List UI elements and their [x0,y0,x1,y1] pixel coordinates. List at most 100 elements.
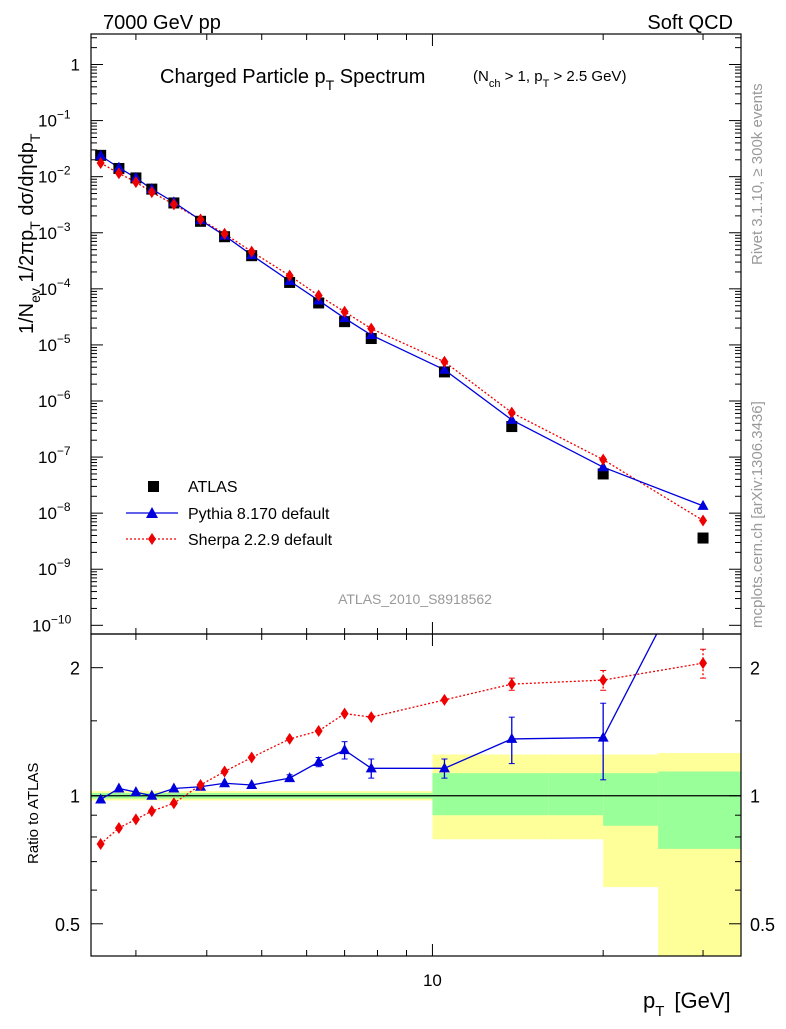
sherpa-point [114,167,123,180]
y-tick-label: 10−3 [38,220,71,243]
band-inner [658,771,741,849]
y-tick-label: 10−7 [38,444,71,467]
pythia-point [697,499,709,510]
pythia-ratio-point [365,762,377,773]
rivet-label: Rivet 3.1.10, ≥ 300k events [749,83,766,265]
sherpa-point [131,176,140,189]
sherpa-ratio-point [247,751,256,764]
legend-sherpa-label: Sherpa 2.2.9 default [188,532,333,549]
y-tick-label: 10−8 [38,500,71,523]
pythia-ratio-point [339,744,351,755]
y-tick-label: 10−2 [38,164,71,187]
sherpa-ratio-point [314,724,323,737]
main-ylabel: 1/Nev 1/2πpT dσ/dηdpT [16,133,43,334]
pythia-ratio-point [313,756,325,767]
sherpa-ratio-point [131,813,140,826]
band-inner [603,773,659,826]
pythia-ratio-point [597,731,609,742]
sherpa-point [96,157,105,170]
pythia-ratio-line [100,634,658,801]
pythia-ratio-point [246,778,258,789]
sherpa-ratio-point [169,797,178,810]
x-tick-label: 10 [423,971,442,990]
ratio-y-tick-label-right: 0.5 [750,915,775,935]
pythia-ratio-point [168,782,180,793]
legend-atlas-marker [148,481,159,492]
ratio-y-tick-label-right: 1 [750,787,760,807]
sherpa-ratio-point [340,707,349,720]
sherpa-point [314,289,323,302]
sherpa-ratio-point [114,821,123,834]
pythia-point [506,413,518,424]
ratio-y-tick-label: 2 [70,659,80,679]
chart-title: Charged Particle pT Spectrum [160,66,425,93]
y-tick-label: 10−10 [32,612,72,635]
ratio-uncertainty-bands [91,753,741,956]
pythia-ratio-point [146,789,158,800]
ratio-y-tick-label: 0.5 [55,915,80,935]
pythia-point [597,461,609,472]
pythia-ratio-point [95,793,107,804]
ratio-y-tick-label-right: 2 [750,659,760,679]
header-energy: 7000 GeV pp [103,12,221,34]
x-axis-label: pT [GeV] [643,988,731,1020]
atlas-point [506,421,518,433]
sherpa-ratio-point [96,838,105,851]
pythia-ratio-point [438,762,450,773]
sherpa-point [169,198,178,211]
sherpa-ratio-point [440,693,449,706]
sherpa-ratio-point [699,657,708,670]
sherpa-point [599,453,608,466]
sherpa-point [196,213,205,226]
mcplots-label: mcplots.cern.ch [arXiv:1306.3436] [749,401,766,628]
main-series [95,149,709,544]
band-inner [432,773,549,816]
sherpa-line [100,162,704,522]
cut-label: (Nch > 1, pT > 2.5 GeV) [473,68,626,90]
pythia-point [95,149,107,160]
y-tick-label: 1 [71,56,80,75]
atlas-point [597,468,609,480]
sherpa-ratio-point [147,805,156,818]
legend-sherpa-marker [148,533,156,545]
pythia-ratio-point [506,732,518,743]
analysis-label: ATLAS_2010_S8918562 [338,591,492,607]
y-tick-label: 10−1 [38,108,71,131]
sherpa-ratio-point [367,711,376,724]
main-axes: 1 10−1 10−2 10−3 10−4 10−5 10−6 10−7 10−8 10−9 10−… [32,34,741,635]
pythia-ratio-point [219,777,231,788]
ratio-frame [90,633,742,957]
sherpa-point [440,355,449,368]
y-tick-label: 10−4 [38,276,71,299]
sherpa-point [285,269,294,282]
sherpa-ratio-point [507,678,516,691]
legend-atlas-label: ATLAS [188,479,238,496]
pythia-ratio-point [113,782,125,793]
ratio-axes: 10 0.5 0.5 1 1 2 2 [55,634,775,990]
header-category: Soft QCD [647,12,733,34]
y-tick-label: 10−5 [38,332,71,355]
sherpa-point [340,305,349,318]
sherpa-ratio-line [100,662,704,845]
sherpa-ratio-point [220,765,229,778]
atlas-point [697,532,709,544]
sherpa-point [247,245,256,258]
ratio-series [95,634,708,851]
y-tick-label: 10−9 [38,556,71,579]
sherpa-point [699,514,708,527]
sherpa-ratio-point [599,674,608,687]
ratio-ylabel: Ratio to ATLAS [25,763,42,864]
sherpa-point [367,322,376,335]
sherpa-ratio-point [196,778,205,791]
sherpa-point [147,186,156,199]
legend: ATLAS Pythia 8.170 default Sherpa 2.2.9 … [126,479,333,549]
pythia-ratio-point [130,786,142,797]
band-inner [548,773,604,816]
pythia-ratio-point [284,772,296,783]
legend-pythia-label: Pythia 8.170 default [188,506,330,523]
sherpa-point [507,406,516,419]
ratio-y-tick-label: 1 [70,787,80,807]
pythia-point [438,363,450,374]
